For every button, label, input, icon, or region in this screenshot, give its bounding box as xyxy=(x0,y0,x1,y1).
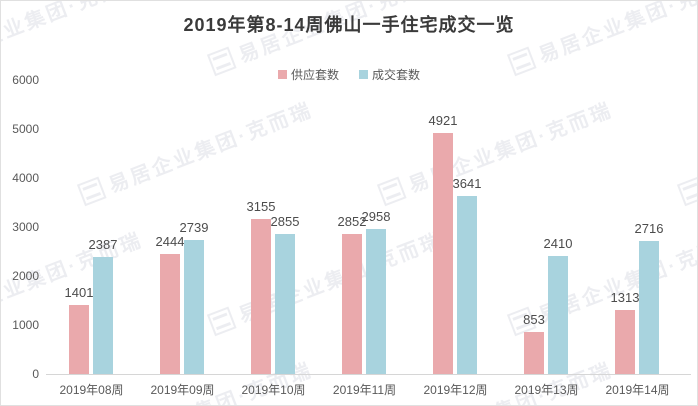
x-tick-label: 2019年11周 xyxy=(332,383,397,397)
x-tick-label: 2019年14周 xyxy=(605,383,670,397)
supply-value-label: 3155 xyxy=(246,199,276,214)
supply-bar xyxy=(524,332,544,374)
supply-bar xyxy=(433,133,453,374)
deal-value-label: 2739 xyxy=(179,220,209,235)
x-tick-label: 2019年08周 xyxy=(59,383,124,397)
y-tick-label: 3000 xyxy=(12,220,39,234)
deal-bar xyxy=(366,229,386,374)
supply-value-label: 4921 xyxy=(428,113,458,128)
deal-value-label: 2855 xyxy=(270,214,300,229)
y-tick-label: 4000 xyxy=(12,171,39,185)
deal-value-label: 3641 xyxy=(452,176,482,191)
legend-label: 供应套数 xyxy=(290,68,339,82)
deal-bar xyxy=(457,196,477,374)
chart-title: 2019年第8-14周佛山一手住宅成交一览 xyxy=(183,15,515,35)
deal-bar xyxy=(548,256,568,374)
y-tick-label: 6000 xyxy=(12,73,39,87)
supply-bar xyxy=(69,305,89,374)
y-tick-label: 2000 xyxy=(12,269,39,283)
x-tick-label: 2019年10周 xyxy=(241,383,306,397)
deal-value-label: 2958 xyxy=(361,209,391,224)
chart-legend: 供应套数 成交套数 xyxy=(1,66,697,83)
legend-swatch xyxy=(277,70,287,79)
x-tick-label: 2019年13周 xyxy=(514,383,579,397)
deal-value-label: 2410 xyxy=(543,236,573,251)
supply-bar xyxy=(615,310,635,374)
supply-bar xyxy=(160,254,180,374)
supply-bar xyxy=(342,234,362,374)
legend-swatch xyxy=(359,70,368,79)
deal-bar xyxy=(275,234,295,374)
axis-baseline xyxy=(46,374,691,375)
supply-value-label: 853 xyxy=(523,312,545,327)
legend-item-series-0: 供应套数 xyxy=(277,66,339,83)
deal-bar xyxy=(184,240,204,374)
y-tick-label: 5000 xyxy=(12,122,39,136)
supply-value-label: 1313 xyxy=(610,290,640,305)
legend-label: 成交套数 xyxy=(372,68,421,82)
supply-value-label: 1401 xyxy=(64,285,94,300)
x-tick-label: 2019年09周 xyxy=(150,383,215,397)
deal-bar xyxy=(639,241,659,374)
deal-value-label: 2387 xyxy=(88,237,118,252)
supply-value-label: 2444 xyxy=(155,234,185,249)
deal-bar xyxy=(93,257,113,374)
x-tick-label: 2019年12周 xyxy=(423,383,488,397)
y-tick-label: 0 xyxy=(32,367,39,381)
y-tick-label: 1000 xyxy=(12,318,39,332)
supply-bar xyxy=(251,219,271,374)
supply-value-label: 2852 xyxy=(337,214,367,229)
legend-item-series-1: 成交套数 xyxy=(359,66,420,83)
deal-value-label: 2716 xyxy=(634,221,664,236)
